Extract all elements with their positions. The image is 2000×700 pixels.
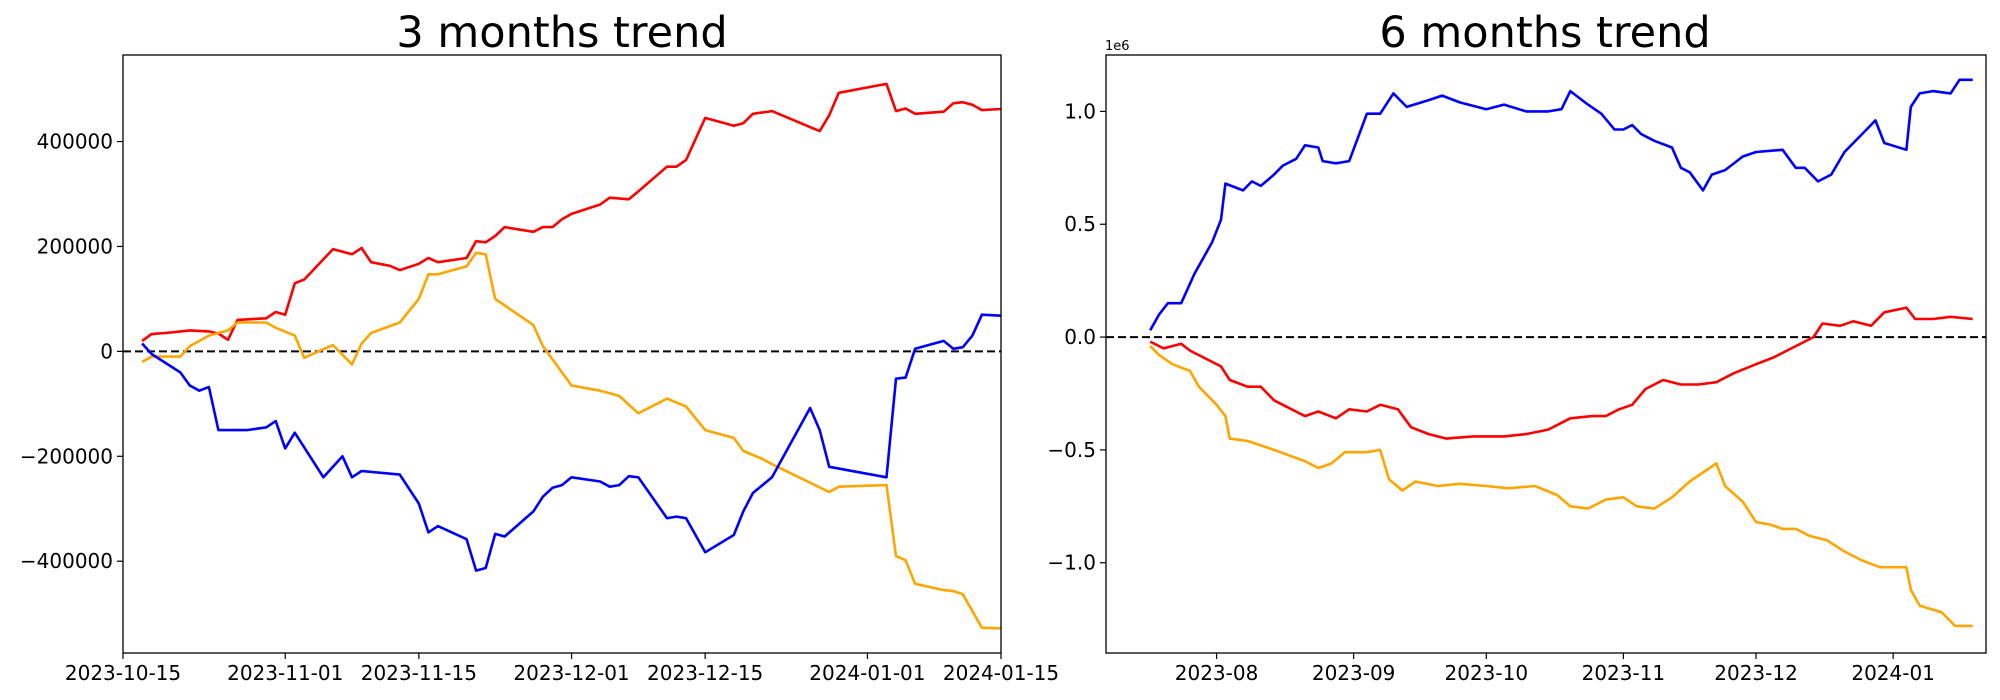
x-tick-label: 2023-11 xyxy=(1582,661,1666,685)
x-tick-label: 2023-11-15 xyxy=(361,661,477,685)
x-tick-label: 2023-12 xyxy=(1714,661,1798,685)
chart-6-months: 6 months trend 1e6 −1.0 −0.5 0.0 0.5 1.0 2023… xyxy=(1047,8,1987,685)
y-tick-label: 0.0 xyxy=(1064,325,1096,349)
y-tick-label: −0.5 xyxy=(1047,438,1096,462)
y-tick-label: 200000 xyxy=(37,234,113,258)
x-tick-label: 2024-01 xyxy=(1851,661,1935,685)
series-line-1 xyxy=(1149,78,1973,331)
x-tick-label: 2024-01-15 xyxy=(943,661,1059,685)
x-tick-label: 2024-01-01 xyxy=(809,661,925,685)
y-tick-label: 400000 xyxy=(37,130,113,154)
y-tick-label: 1.0 xyxy=(1064,99,1096,123)
x-tick-label: 2023-10-15 xyxy=(65,661,181,685)
x-tick-label: 2023-09 xyxy=(1312,661,1396,685)
series-line-1 xyxy=(141,82,1002,342)
chart-title: 6 months trend xyxy=(1379,8,1710,58)
y-tick-label: −1.0 xyxy=(1047,551,1096,575)
series-line-3 xyxy=(1149,345,1973,628)
x-tick-label: 2023-10 xyxy=(1445,661,1529,685)
plot-area-frame xyxy=(122,54,1002,654)
plot-area-frame xyxy=(1105,54,1987,654)
series-line-2 xyxy=(1149,306,1973,440)
y-tick-label: −400000 xyxy=(20,549,113,573)
series-line-2 xyxy=(141,251,1002,630)
series-line-3 xyxy=(141,313,1002,572)
chart-title: 3 months trend xyxy=(396,8,727,58)
x-tick-label: 2023-08 xyxy=(1175,661,1259,685)
y-axis-offset-label: 1e6 xyxy=(1105,39,1130,54)
y-tick-label: −200000 xyxy=(20,444,113,468)
x-tick-label: 2023-12-01 xyxy=(513,661,629,685)
x-tick-label: 2023-11-01 xyxy=(227,661,343,685)
y-tick-label: 0.5 xyxy=(1064,212,1096,236)
chart-3-months: 3 months trend −400000 −200000 0 200000 4000… xyxy=(20,8,1059,685)
x-tick-label: 2023-12-15 xyxy=(647,661,763,685)
y-tick-label: 0 xyxy=(100,339,113,363)
